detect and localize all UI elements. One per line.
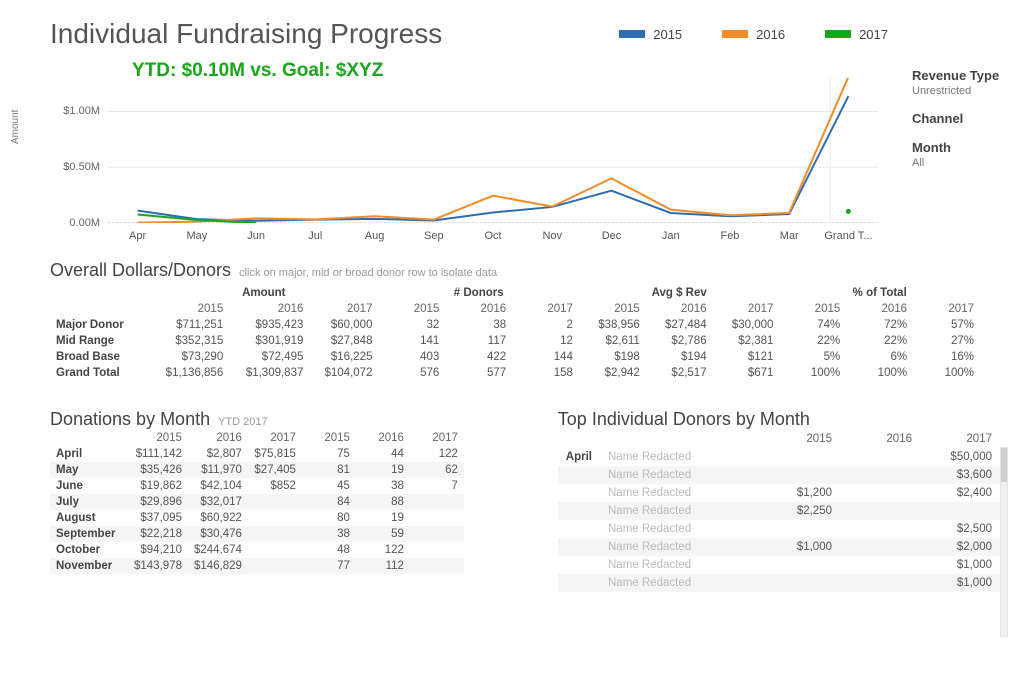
table-row[interactable]: July$29,896$32,0178488 (50, 494, 464, 510)
overall-title-row: Overall Dollars/Donors click on major, m… (50, 260, 1000, 281)
x-tick-label: May (167, 230, 226, 242)
table-row[interactable]: Name Redacted$2,500 (558, 520, 1000, 538)
y-axis-label: Amount (10, 110, 21, 144)
y-ticks: 0.00M$0.50M$1.00M (54, 78, 104, 223)
scrollbar[interactable] (1000, 447, 1008, 637)
line-chart[interactable] (108, 78, 878, 223)
overall-table[interactable]: Amount# DonorsAvg $ Rev% of Total2015201… (50, 285, 980, 381)
x-tick-label: Oct (463, 230, 522, 242)
page-title: Individual Fundraising Progress (50, 18, 595, 50)
y-tick-label: $0.50M (63, 161, 100, 173)
overall-title: Overall Dollars/Donors (50, 260, 231, 281)
header-row: Individual Fundraising Progress 2015 201… (50, 18, 1000, 50)
table-row[interactable]: Grand Total$1,136,856$1,309,837$104,0725… (50, 365, 980, 381)
chart-area: YTD: $0.10M vs. Goal: $XYZ Amount 0.00M$… (50, 54, 1000, 254)
donations-subtitle: YTD 2017 (218, 416, 268, 428)
x-tick-label: Sep (404, 230, 463, 242)
y-tick-label: 0.00M (69, 217, 100, 229)
x-tick-label: Jan (641, 230, 700, 242)
top-donors-table[interactable]: 201520162017AprilName Redacted$50,000Nam… (558, 430, 1000, 592)
bottom-row: Donations by Month YTD 2017 201520162017… (50, 403, 1000, 592)
legend-item-2017[interactable]: 2017 (825, 27, 888, 42)
table-row[interactable]: June$19,862$42,104$85245387 (50, 478, 464, 494)
overall-subtitle: click on major, mid or broad donor row t… (239, 267, 497, 279)
table-row[interactable]: Name Redacted$1,000 (558, 556, 1000, 574)
filter-channel[interactable]: Channel (912, 111, 1020, 126)
legend-label: 2017 (859, 27, 888, 42)
donations-panel: Donations by Month YTD 2017 201520162017… (50, 403, 530, 592)
top-donors-panel: Top Individual Donors by Month 201520162… (558, 403, 1000, 592)
table-row[interactable]: Name Redacted$3,600 (558, 466, 1000, 484)
table-row[interactable]: Name Redacted$2,250 (558, 502, 1000, 520)
donations-title-row: Donations by Month YTD 2017 (50, 409, 530, 430)
legend-swatch (825, 30, 851, 38)
legend-label: 2015 (653, 27, 682, 42)
filter-panel: Revenue Type Unrestricted Channel Month … (912, 68, 1020, 183)
table-row[interactable]: November$143,978$146,82977112 (50, 558, 464, 574)
legend-item-2015[interactable]: 2015 (619, 27, 682, 42)
x-tick-label: Apr (108, 230, 167, 242)
filter-label: Month (912, 140, 1020, 155)
table-row[interactable]: September$22,218$30,4763859 (50, 526, 464, 542)
filter-label: Revenue Type (912, 68, 1020, 83)
filter-month[interactable]: Month All (912, 140, 1020, 169)
filter-value: All (912, 157, 1020, 169)
x-tick-label: Feb (700, 230, 759, 242)
top-donors-title: Top Individual Donors by Month (558, 409, 810, 430)
x-tick-label: Nov (523, 230, 582, 242)
table-row[interactable]: May$35,426$11,970$27,405811962 (50, 462, 464, 478)
legend-label: 2016 (756, 27, 785, 42)
x-ticks: AprMayJunJulAugSepOctNovDecJanFebMarGran… (108, 230, 878, 242)
legend-swatch (722, 30, 748, 38)
table-row[interactable]: Name Redacted$1,000$2,000 (558, 538, 1000, 556)
filter-revenue-type[interactable]: Revenue Type Unrestricted (912, 68, 1020, 97)
chart-legend: 2015 2016 2017 (619, 27, 888, 42)
x-tick-label: Grand T... (819, 230, 878, 242)
table-row[interactable]: April$111,142$2,807$75,8157544122 (50, 446, 464, 462)
legend-item-2016[interactable]: 2016 (722, 27, 785, 42)
x-tick-label: Dec (582, 230, 641, 242)
table-row[interactable]: October$94,210$244,67448122 (50, 542, 464, 558)
x-tick-label: Jul (286, 230, 345, 242)
donations-title: Donations by Month (50, 409, 210, 430)
filter-label: Channel (912, 111, 1020, 126)
donations-table[interactable]: 201520162017201520162017April$111,142$2,… (50, 430, 464, 574)
table-row[interactable]: Name Redacted$1,200$2,400 (558, 484, 1000, 502)
top-donors-title-row: Top Individual Donors by Month (558, 409, 1000, 430)
table-row[interactable]: Broad Base$73,290$72,495$16,225403422144… (50, 349, 980, 365)
legend-swatch (619, 30, 645, 38)
bottom-fade (0, 663, 1024, 681)
x-tick-label: Mar (760, 230, 819, 242)
table-row[interactable]: Mid Range$352,315$301,919$27,84814111712… (50, 333, 980, 349)
x-tick-label: Aug (345, 230, 404, 242)
table-row[interactable]: Name Redacted$1,000 (558, 574, 1000, 592)
y-tick-label: $1.00M (63, 105, 100, 117)
x-tick-label: Jun (226, 230, 285, 242)
filter-value: Unrestricted (912, 85, 1020, 97)
table-row[interactable]: AprilName Redacted$50,000 (558, 448, 1000, 466)
table-row[interactable]: August$37,095$60,9228019 (50, 510, 464, 526)
table-row[interactable]: Major Donor$711,251$935,423$60,00032382$… (50, 317, 980, 333)
